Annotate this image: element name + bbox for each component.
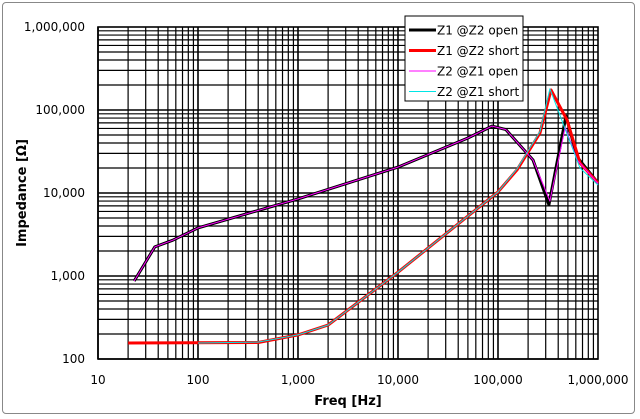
legend: Z1 @Z2 open Z1 @Z2 short Z2 @Z1 open Z2 @Z1…	[404, 15, 524, 102]
y-tick-label: 10,000	[43, 186, 85, 200]
x-tick-label: 100	[187, 373, 210, 387]
x-tick-label: 10	[90, 373, 105, 387]
y-tick-label: 1,000,000	[24, 20, 85, 34]
plot-border	[97, 26, 599, 360]
legend-label: Z1 @Z2 short	[437, 44, 519, 58]
y-tick-label: 1,000	[51, 269, 85, 283]
y-axis-title: Impedance [Ω]	[15, 139, 30, 247]
legend-label: Z1 @Z2 open	[437, 24, 518, 38]
series-line-2	[133, 125, 599, 282]
y-tick-label: 100,000	[35, 103, 85, 117]
y-tick-label: 100	[62, 352, 85, 366]
x-tick-label: 10,000	[377, 373, 419, 387]
x-tick-label: 1,000	[281, 373, 315, 387]
series-line-3	[197, 88, 599, 344]
x-tick-label: 100,000	[473, 373, 523, 387]
chart-frame	[2, 2, 635, 414]
tick-labels: 10 100 1,000 10,000 100,000 1,000,000 100 1,000…	[24, 20, 629, 387]
legend-label: Z2 @Z1 short	[437, 85, 519, 99]
legend-label: Z2 @Z1 open	[437, 65, 518, 79]
x-tick-label: 1,000,000	[567, 373, 628, 387]
x-axis-title: Freq [Hz]	[314, 394, 381, 409]
curves	[128, 88, 600, 345]
